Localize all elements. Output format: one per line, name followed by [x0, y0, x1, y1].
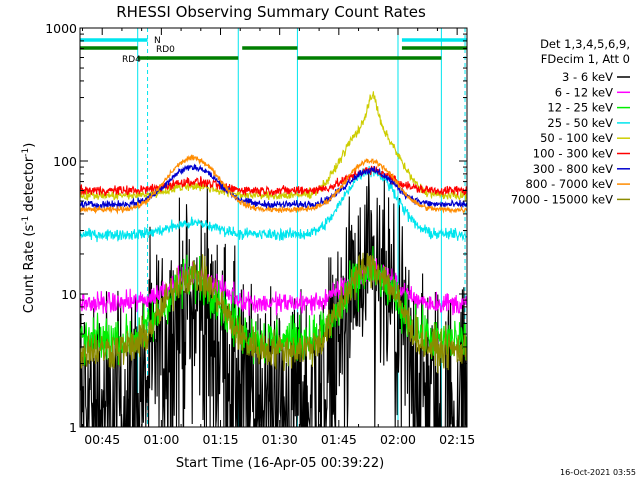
x-tick-label: 02:00 [380, 432, 416, 447]
series-line [80, 91, 467, 201]
x-tick-label: 01:45 [321, 432, 357, 447]
y-tick-label: 1 [69, 420, 77, 435]
y-axis-label-end: ) [22, 143, 37, 148]
x-tick-label: 01:00 [143, 432, 179, 447]
plot-frame [79, 27, 468, 428]
legend-header-2: FDecim 1, Att 0 [541, 52, 630, 66]
x-tick-label: 02:15 [439, 432, 475, 447]
y-tick-label: 1000 [45, 21, 77, 36]
x-tick-label: 01:30 [262, 432, 298, 447]
legend-label: 12 - 25 keV [547, 101, 613, 115]
legend-label: 100 - 300 keV [533, 147, 613, 161]
footer-date: 16-Oct-2021 03:55 [560, 468, 636, 477]
series-lines [80, 91, 467, 427]
y-tick-label: 10 [61, 287, 77, 302]
series-line [80, 166, 467, 243]
series-line [80, 258, 467, 316]
legend-label: 3 - 6 keV [562, 70, 613, 84]
y-axis-label-sup1: -1 [21, 216, 31, 225]
y-tick-label: 100 [53, 154, 77, 169]
y-axis-label-main: Count Rate (s [22, 225, 37, 314]
event-lines [137, 28, 466, 427]
legend: Det 1,3,4,5,6,9, FDecim 1, Att 0 3 - 6 k… [511, 37, 630, 206]
series-line [80, 172, 467, 427]
x-tick-label: 00:45 [84, 432, 120, 447]
legend-label: 7000 - 15000 keV [511, 192, 613, 206]
legend-header-1: Det 1,3,4,5,6,9, [540, 37, 630, 51]
legend-label: 25 - 50 keV [547, 116, 613, 130]
axis-ticks: 00:45 01:00 01:15 01:30 01:45 02:00 02:15 1 10 10… [45, 21, 475, 447]
series-line [80, 154, 467, 215]
legend-label: 300 - 800 keV [533, 162, 613, 176]
x-tick-label: 01:15 [203, 432, 239, 447]
legend-label: 800 - 7000 keV [525, 177, 613, 191]
series-line [80, 165, 467, 197]
legend-label: 50 - 100 keV [540, 131, 613, 145]
chart-title: RHESSI Observing Summary Count Rates [116, 3, 426, 21]
series-line [80, 252, 467, 374]
legend-label: 6 - 12 keV [555, 85, 613, 99]
status-bar-label: RD4 [122, 55, 141, 65]
status-bar-label: RD0 [156, 45, 175, 55]
y-axis-label: Count Rate (s-1 detector-1) [21, 143, 37, 314]
y-axis-label-sup2: -1 [21, 148, 31, 157]
status-bar-label: N [154, 36, 161, 46]
x-axis-label: Start Time (16-Apr-05 00:39:22) [176, 456, 384, 471]
series-line [80, 163, 467, 211]
y-axis-label-mid: detector [22, 156, 37, 216]
